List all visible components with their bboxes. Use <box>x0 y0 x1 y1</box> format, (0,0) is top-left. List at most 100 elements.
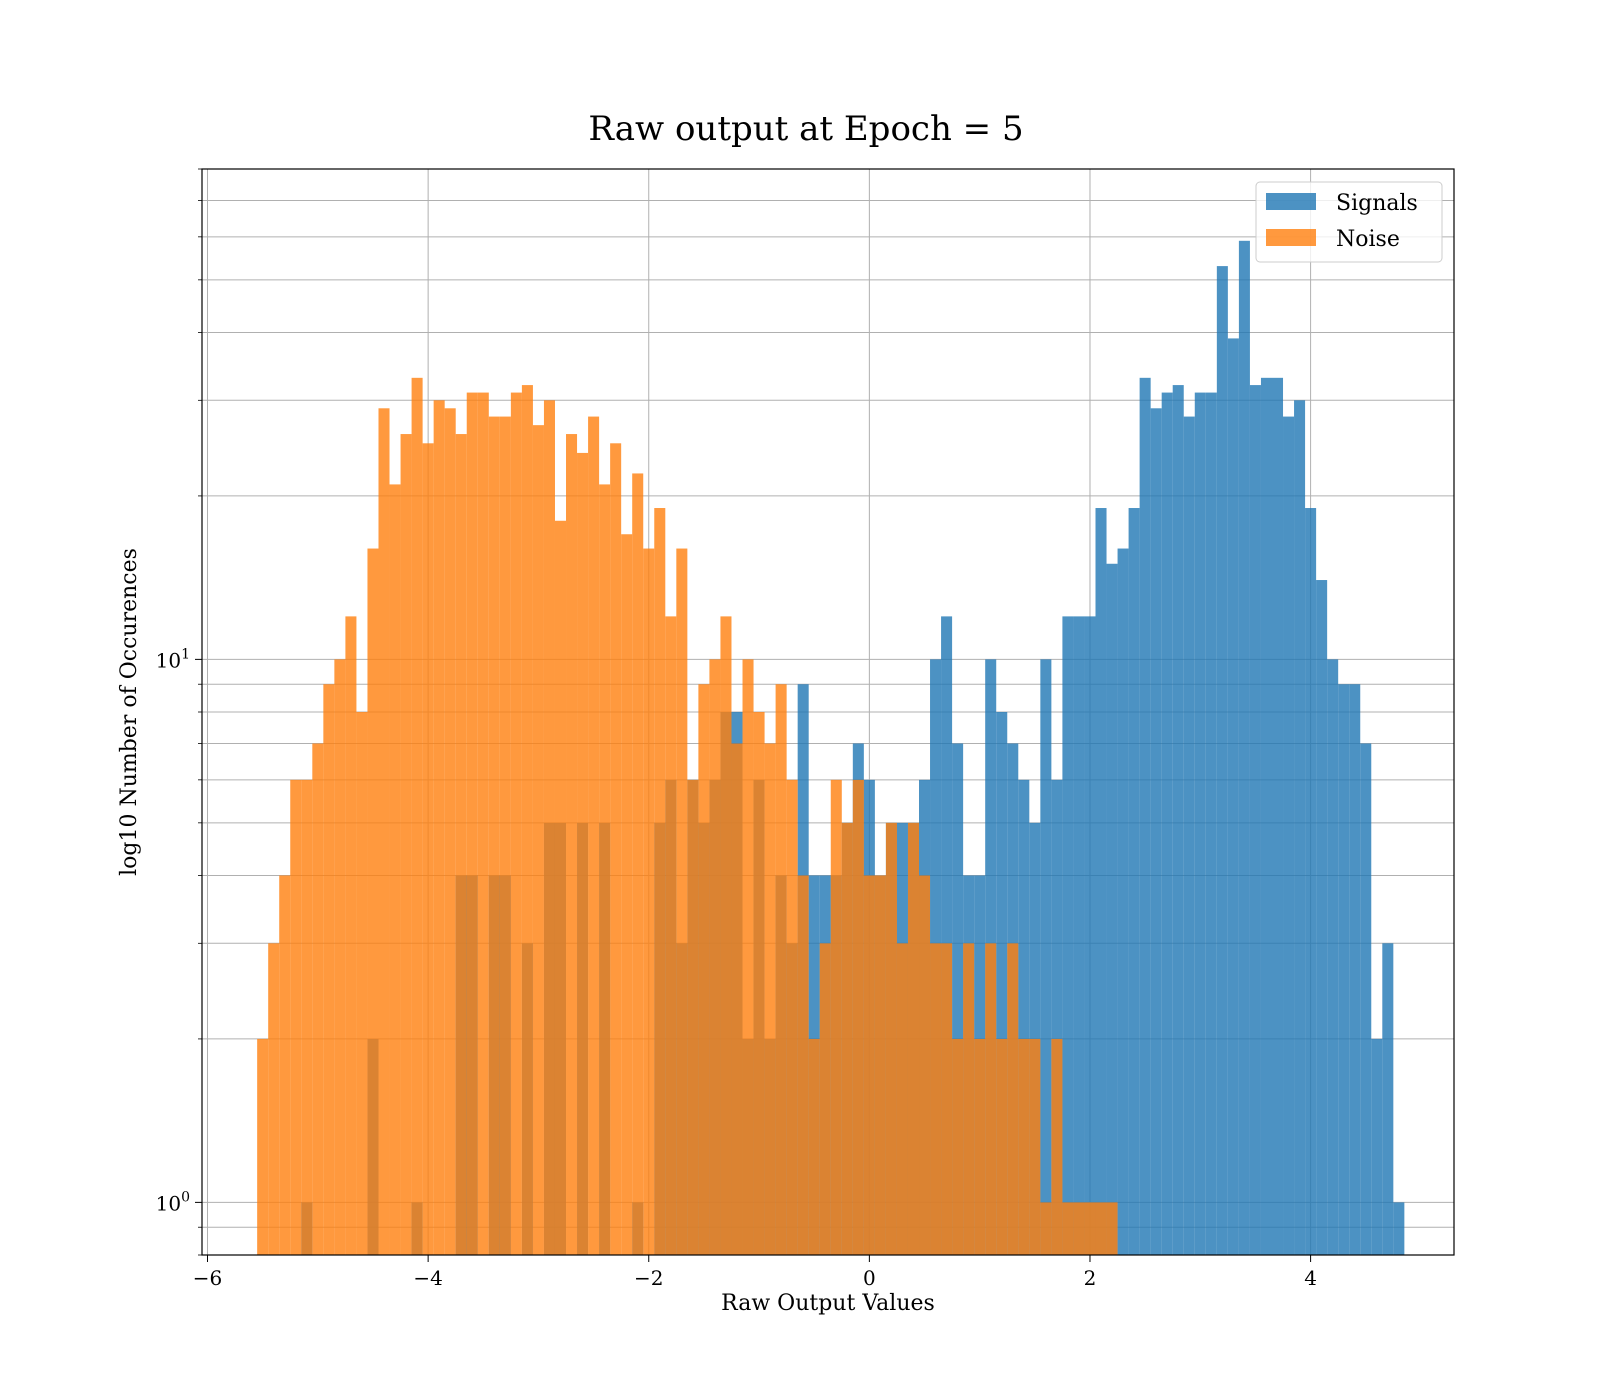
bar-noise-53 <box>841 822 853 1255</box>
series-noise <box>257 377 1118 1255</box>
bar-noise-30 <box>588 416 600 1255</box>
bar-noise-37 <box>665 616 677 1255</box>
bar-noise-66 <box>985 943 997 1255</box>
bar-signals-41 <box>996 712 1008 1255</box>
bar-noise-11 <box>378 408 390 1255</box>
bar-noise-51 <box>819 943 831 1255</box>
bar-signals-77 <box>1393 1202 1405 1255</box>
bar-signals-54 <box>1139 377 1151 1255</box>
bar-signals-47 <box>1062 616 1074 1255</box>
bar-noise-76 <box>1095 1202 1107 1255</box>
bar-signals-73 <box>1349 684 1361 1255</box>
bar-noise-55 <box>863 875 875 1255</box>
x-tick-label-2: −2 <box>634 1266 663 1290</box>
bar-signals-62 <box>1227 338 1239 1255</box>
bar-noise-44 <box>742 659 754 1255</box>
bar-signals-51 <box>1106 563 1118 1255</box>
bar-noise-58 <box>896 943 908 1255</box>
bar-noise-56 <box>874 875 886 1255</box>
bar-signals-72 <box>1338 684 1350 1255</box>
bar-signals-66 <box>1271 377 1284 1255</box>
bar-signals-63 <box>1238 240 1250 1255</box>
chart-title: Raw output at Epoch = 5 <box>588 109 1023 149</box>
bar-noise-28 <box>566 434 578 1255</box>
bar-noise-33 <box>621 534 633 1255</box>
bar-signals-65 <box>1260 377 1272 1255</box>
bar-signals-37 <box>952 743 964 1255</box>
bar-noise-20 <box>477 392 489 1255</box>
bar-signals-68 <box>1294 400 1306 1255</box>
bar-noise-71 <box>1040 1202 1052 1255</box>
bar-signals-48 <box>1073 616 1085 1255</box>
bar-signals-52 <box>1117 548 1129 1255</box>
bar-noise-5 <box>312 743 324 1255</box>
bar-signals-61 <box>1216 266 1228 1255</box>
bar-signals-56 <box>1161 392 1173 1255</box>
bar-signals-70 <box>1316 580 1328 1255</box>
x-tick-label-3: 0 <box>863 1266 876 1290</box>
bar-noise-17 <box>444 408 456 1255</box>
bar-noise-60 <box>919 875 931 1255</box>
bar-signals-36 <box>941 616 953 1255</box>
bar-signals-43 <box>1018 779 1030 1255</box>
legend-label-noise: Noise <box>1336 227 1400 252</box>
bar-signals-53 <box>1128 508 1140 1255</box>
bar-noise-9 <box>356 712 368 1255</box>
bar-noise-67 <box>996 1038 1008 1255</box>
bar-signals-64 <box>1249 385 1261 1255</box>
bar-signals-76 <box>1382 943 1394 1255</box>
y-tick-label-0: 100 <box>156 1189 190 1215</box>
bar-noise-34 <box>632 473 644 1255</box>
bar-noise-10 <box>367 548 379 1255</box>
bar-noise-75 <box>1084 1202 1096 1255</box>
bar-noise-2 <box>279 875 291 1255</box>
bar-signals-49 <box>1084 616 1096 1255</box>
bar-noise-70 <box>1029 1038 1041 1255</box>
bar-noise-18 <box>455 434 467 1255</box>
bar-noise-45 <box>753 712 765 1255</box>
bar-noise-52 <box>830 779 842 1255</box>
histogram-bars <box>257 240 1405 1255</box>
bar-noise-65 <box>974 1038 986 1255</box>
bar-noise-47 <box>775 684 787 1255</box>
bar-signals-71 <box>1327 659 1339 1255</box>
bar-signals-75 <box>1371 1038 1383 1255</box>
bar-noise-32 <box>610 443 622 1255</box>
bar-signals-55 <box>1150 408 1162 1255</box>
bar-signals-59 <box>1194 392 1206 1255</box>
bar-noise-12 <box>389 484 401 1255</box>
x-tick-label-1: −4 <box>413 1266 442 1290</box>
bar-noise-61 <box>930 943 942 1255</box>
bar-noise-64 <box>963 943 975 1255</box>
bar-noise-3 <box>290 779 302 1255</box>
bar-signals-45 <box>1040 659 1052 1255</box>
bar-noise-62 <box>941 943 953 1255</box>
bar-noise-77 <box>1106 1202 1118 1255</box>
bar-signals-50 <box>1095 508 1107 1255</box>
bar-noise-57 <box>885 822 897 1255</box>
bar-noise-38 <box>676 548 688 1255</box>
legend: Signals Noise <box>1255 181 1443 263</box>
legend-swatch-noise <box>1266 229 1316 246</box>
bar-noise-7 <box>334 659 346 1255</box>
x-axis-ticks: −6 −4 −2 0 2 4 <box>193 1255 1317 1290</box>
y-axis-ticks: 100 101 <box>156 168 202 1256</box>
bar-noise-46 <box>764 743 776 1255</box>
bar-noise-1 <box>268 943 280 1255</box>
y-axis-label: log10 Number of Occurences <box>117 548 142 876</box>
bar-noise-68 <box>1007 943 1019 1255</box>
bar-noise-59 <box>907 822 920 1255</box>
bar-signals-69 <box>1305 508 1317 1255</box>
bar-noise-0 <box>257 1038 269 1255</box>
bar-noise-27 <box>554 520 567 1255</box>
x-tick-label-5: 4 <box>1304 1266 1317 1290</box>
x-tick-label-0: −6 <box>193 1266 222 1290</box>
bar-noise-36 <box>654 508 666 1255</box>
bar-signals-57 <box>1172 385 1184 1255</box>
legend-swatch-signals <box>1266 193 1316 210</box>
bar-signals-58 <box>1183 416 1195 1255</box>
bar-noise-50 <box>808 1038 820 1255</box>
bar-noise-63 <box>952 1038 964 1255</box>
bar-noise-74 <box>1073 1202 1085 1255</box>
bar-noise-39 <box>687 779 699 1255</box>
